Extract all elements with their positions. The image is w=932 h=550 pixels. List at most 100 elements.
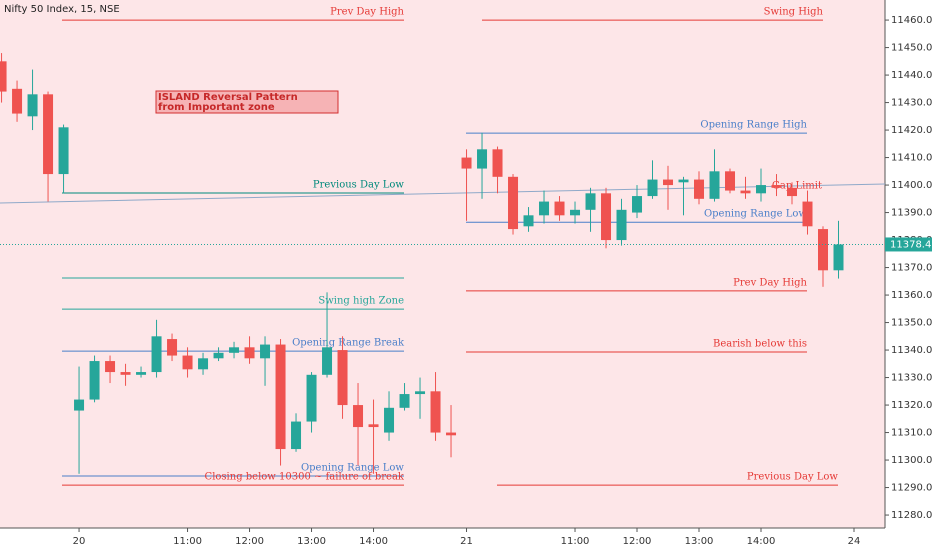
note-text: ISLAND Reversal Pattern (158, 92, 298, 103)
level-label: Previous Day Low (747, 472, 839, 483)
candle-body (12, 88, 23, 114)
x-tick-label: 12:00 (235, 536, 264, 547)
candle-body (585, 193, 596, 210)
level-label: Swing high Zone (318, 296, 404, 307)
candle-body (275, 344, 286, 450)
candle-body (802, 201, 813, 227)
y-tick-label: 11410.00 (891, 153, 932, 164)
y-tick-label: 11360.00 (891, 290, 932, 301)
candle-body (105, 361, 116, 373)
candle-body (539, 201, 550, 216)
candle-body (291, 421, 302, 450)
candle-body (678, 179, 689, 183)
candle-body (151, 336, 162, 373)
x-tick-label: 13:00 (685, 536, 714, 547)
y-tick-label: 11290.00 (891, 483, 932, 494)
last-price-label: 11378.40 (890, 239, 932, 250)
level-label: Opening Range High (700, 120, 807, 131)
candle-body (446, 432, 457, 436)
x-tick-label: 11:00 (561, 536, 590, 547)
level-label: Previous Day Low (313, 180, 405, 191)
candle-body (694, 179, 705, 199)
x-tick-label: 11:00 (173, 536, 202, 547)
candle-body (740, 190, 751, 194)
candle-body (27, 94, 38, 117)
candle-body (570, 209, 581, 216)
candle-body (43, 94, 54, 175)
candle-body (508, 176, 519, 230)
candle-body (709, 171, 720, 199)
candle-body (229, 347, 240, 353)
candle-body (430, 391, 441, 433)
candle-body (601, 193, 612, 241)
candle-body (0, 61, 7, 92)
candle-body (182, 355, 193, 370)
trendline-label: Gap Limit (772, 181, 822, 192)
note-box (155, 90, 339, 114)
y-tick-label: 11440.00 (891, 70, 932, 81)
level-label: Bearish below this (713, 338, 807, 349)
x-tick-label: 24 (848, 536, 861, 547)
y-tick-label: 11320.00 (891, 400, 932, 411)
chart-title: Nifty 50 Index, 15, NSE (4, 4, 120, 15)
x-tick-label: 14:00 (747, 536, 776, 547)
candle-body (632, 196, 643, 213)
candle-body (384, 407, 395, 433)
trendline (0, 183, 886, 204)
candle-body (120, 372, 131, 375)
y-tick-label: 11300.00 (891, 455, 932, 466)
candle-body (399, 394, 410, 408)
candle-body (244, 347, 255, 359)
x-tick-label: 21 (460, 536, 473, 547)
y-tick-label: 11390.00 (891, 208, 932, 219)
candle-body (136, 372, 147, 375)
level-label: Opening Range Low (704, 209, 807, 220)
candle-body (415, 391, 426, 395)
last-price-box (885, 237, 932, 252)
level-label: Opening Range Low (301, 463, 404, 474)
candle-body (818, 229, 829, 271)
level-label: Opening Range Break (292, 338, 405, 349)
candle-body (74, 399, 85, 411)
y-tick-label: 11330.00 (891, 373, 932, 384)
candle-body (461, 157, 472, 169)
plot-background (0, 0, 885, 528)
candle-body (833, 244, 844, 271)
candle-body (353, 405, 364, 428)
candle-body (477, 149, 488, 169)
y-tick-label: 11350.00 (891, 318, 932, 329)
y-tick-label: 11460.00 (891, 15, 932, 26)
candle-body (260, 344, 271, 359)
y-tick-label: 11400.00 (891, 180, 932, 191)
candle-body (368, 424, 379, 428)
y-tick-label: 11280.00 (891, 510, 932, 521)
x-tick-label: 20 (73, 536, 86, 547)
candle-body (647, 179, 658, 197)
x-tick-label: 12:00 (623, 536, 652, 547)
level-label: Swing High (764, 7, 824, 18)
x-tick-label: 14:00 (359, 536, 388, 547)
candle-body (756, 185, 767, 194)
y-tick-label: 11370.00 (891, 263, 932, 274)
candle-body (167, 339, 178, 356)
candle-body (492, 149, 503, 177)
candle-body (616, 209, 627, 241)
candle-body (771, 185, 782, 188)
candle-body (725, 171, 736, 191)
level-label: Prev Day High (733, 277, 807, 288)
note-text: from Important zone (158, 102, 275, 113)
candle-body (337, 350, 348, 406)
candle-body (58, 127, 69, 175)
x-tick-label: 13:00 (297, 536, 326, 547)
y-tick-label: 11450.00 (891, 43, 932, 54)
candle-body (554, 201, 565, 216)
y-tick-label: 11430.00 (891, 98, 932, 109)
candle-body (89, 361, 100, 400)
candle-body (306, 374, 317, 422)
candle-body (213, 352, 224, 359)
level-label: Closing below 10300 ~ failure of break (205, 472, 405, 483)
candle-body (663, 179, 674, 186)
candle-body (787, 187, 798, 197)
candle-body (198, 358, 209, 370)
